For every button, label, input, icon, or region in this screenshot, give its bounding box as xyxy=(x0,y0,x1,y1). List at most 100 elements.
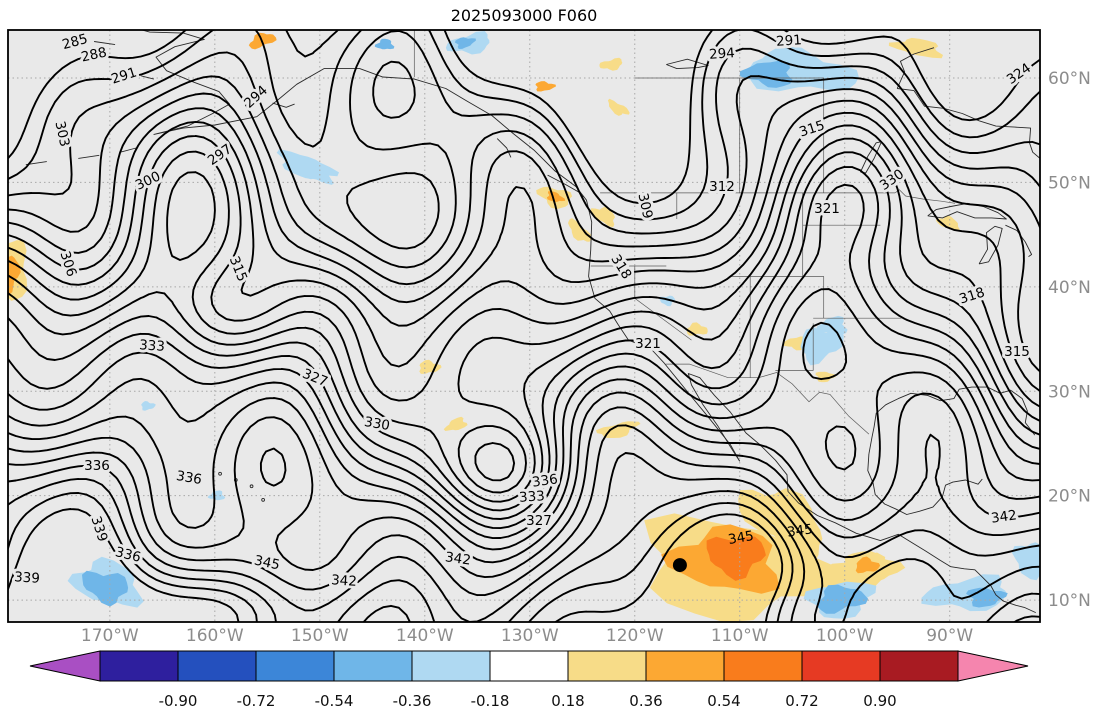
contour-line xyxy=(8,183,1040,530)
coastline xyxy=(927,202,1007,220)
coastline xyxy=(78,154,100,159)
contour-line xyxy=(8,492,1040,622)
x-tick-label: 120°W xyxy=(606,626,664,646)
anomaly-shading-layer xyxy=(8,31,1040,622)
colorbar-tick-label: -0.90 xyxy=(159,692,198,710)
contour-label: 294 xyxy=(709,45,736,63)
anomaly-shade-blob xyxy=(590,206,615,228)
border-line xyxy=(775,323,814,371)
contour-line-layer xyxy=(8,30,1040,622)
anomaly-shade-blob xyxy=(816,315,848,336)
contour-line xyxy=(8,88,1040,304)
anomaly-shade-blob xyxy=(568,218,592,242)
coastline xyxy=(141,75,155,80)
contour-line xyxy=(8,124,1040,494)
contour-line xyxy=(8,151,1040,512)
x-tick-label: 150°W xyxy=(291,626,349,646)
anomaly-shade-blob xyxy=(374,38,395,50)
colorbar-tick-label: 0.36 xyxy=(629,692,662,710)
anomaly-shade-blob xyxy=(82,570,129,607)
colorbar-segment xyxy=(801,650,881,682)
coastline xyxy=(897,88,1040,159)
y-axis-tick-labels: 10°N 20°N 30°N 40°N 50°N 60°N xyxy=(1048,69,1091,611)
coastline xyxy=(666,58,709,70)
contour-line xyxy=(8,111,1040,482)
contour-label: 339 xyxy=(14,569,41,587)
contour-label: 315 xyxy=(1004,344,1030,360)
anomaly-shade-blob xyxy=(800,327,844,366)
anomaly-shade-blob xyxy=(738,488,823,565)
storm-position-marker xyxy=(672,558,687,573)
x-tick-label: 100°W xyxy=(816,626,874,646)
colorbar-segment xyxy=(255,650,335,682)
contour-label: 333 xyxy=(139,337,166,355)
colorbar-segment xyxy=(489,650,569,682)
contour-line xyxy=(8,30,1040,269)
anomaly-shade-blob xyxy=(535,81,556,92)
marker-layer xyxy=(672,558,687,573)
colorbar-segment xyxy=(333,650,413,682)
x-tick-label: 110°W xyxy=(711,626,769,646)
colorbar-tick-label: 0.18 xyxy=(551,692,584,710)
coastline xyxy=(896,47,935,89)
contour-line xyxy=(8,424,1040,597)
x-tick-label: 130°W xyxy=(501,626,559,646)
colorbar-tick-label: 0.54 xyxy=(707,692,740,710)
x-tick-label: 170°W xyxy=(81,626,139,646)
contour-line xyxy=(8,391,1040,564)
anomaly-shade-blob xyxy=(292,164,334,185)
anomaly-shade-blob xyxy=(276,149,339,180)
colorbar-left-arrow xyxy=(29,650,101,682)
coastline xyxy=(272,102,295,108)
colorbar-right-arrow xyxy=(957,650,1029,682)
contour-label: 291 xyxy=(776,32,803,50)
x-axis-tick-labels: 170°W 160°W 150°W 140°W 130°W 120°W 110°W 100°W… xyxy=(81,626,973,646)
border-line xyxy=(665,363,870,435)
colorbar-segment xyxy=(177,650,257,682)
map-frame xyxy=(7,29,1041,623)
colorbar-segment xyxy=(567,650,647,682)
coastline xyxy=(496,138,512,158)
coastline xyxy=(978,225,1003,265)
colorbar-tick-label: -0.18 xyxy=(471,692,510,710)
coastline xyxy=(868,386,1036,454)
anomaly-shade-blob xyxy=(739,60,793,88)
anomaly-shade-blob xyxy=(443,416,468,431)
contour-line xyxy=(8,137,1040,503)
y-tick-label: 50°N xyxy=(1048,173,1091,193)
coastline xyxy=(94,41,116,46)
contour-line xyxy=(8,99,1040,373)
island-coastline xyxy=(249,484,254,489)
contour-label: 321 xyxy=(635,336,661,352)
colorbar-tick-label: -0.72 xyxy=(237,692,276,710)
colorbar-segment xyxy=(99,650,179,682)
contour-line xyxy=(8,321,1040,551)
colorbar-tick-label: 0.72 xyxy=(785,692,818,710)
y-tick-label: 30°N xyxy=(1048,382,1091,402)
anomaly-shade-blob xyxy=(936,215,960,232)
contour-line xyxy=(8,288,1040,540)
y-tick-label: 60°N xyxy=(1048,69,1091,89)
contour-line xyxy=(8,452,1040,622)
anomaly-shade-blob xyxy=(141,401,156,411)
colorbar: -0.90 -0.72 -0.54 -0.36 -0.18 0.18 0.36 0.54 0.7… xyxy=(29,650,1029,710)
contour-label: 321 xyxy=(814,201,840,217)
chart-title: 2025093000 F060 xyxy=(451,6,598,25)
x-tick-label: 160°W xyxy=(186,626,244,646)
colorbar-tick-label: -0.54 xyxy=(315,692,354,710)
contour-label: 327 xyxy=(526,513,552,529)
y-tick-label: 20°N xyxy=(1048,487,1091,507)
island-coastline xyxy=(218,471,222,476)
latlon-grid-layer xyxy=(8,30,1040,622)
contour-label: 333 xyxy=(519,488,546,506)
y-tick-label: 10°N xyxy=(1048,591,1091,611)
anomaly-shade-blob xyxy=(454,37,476,49)
x-tick-label: 140°W xyxy=(396,626,454,646)
contour-line xyxy=(8,30,1040,250)
contour-label: 312 xyxy=(709,179,735,195)
coastline xyxy=(140,30,741,462)
colorbar-segment xyxy=(879,650,959,682)
anomaly-shade-blob xyxy=(706,536,766,581)
